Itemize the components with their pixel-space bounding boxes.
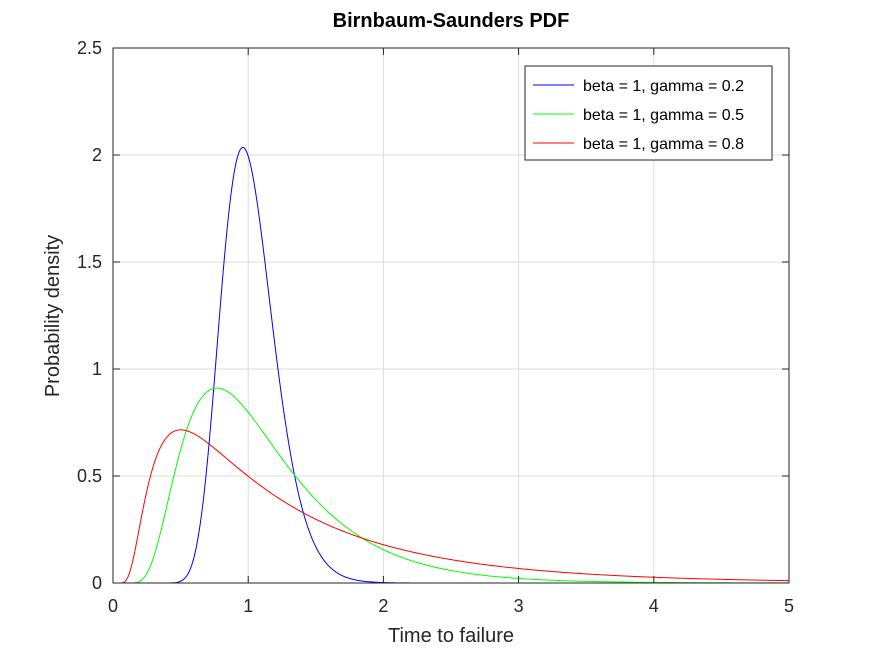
x-tick-label: 3 bbox=[514, 596, 524, 616]
y-tick-label: 2.5 bbox=[77, 38, 102, 58]
y-tick-label: 1 bbox=[92, 359, 102, 379]
y-tick-label: 0 bbox=[92, 573, 102, 593]
legend-box bbox=[524, 65, 773, 161]
x-axis-label: Time to failure bbox=[388, 625, 514, 647]
x-tick-label: 0 bbox=[108, 596, 118, 616]
y-axis-label: Probability density bbox=[42, 235, 64, 397]
chart-title: Birnbaum-Saunders PDF bbox=[333, 10, 570, 32]
plot-frame bbox=[112, 47, 790, 584]
legend-label-3: beta = 1, gamma = 0.8 bbox=[583, 136, 744, 153]
y-tick-label: 0.5 bbox=[77, 466, 102, 486]
legend-label-1: beta = 1, gamma = 0.2 bbox=[583, 78, 744, 95]
x-tick-label: 1 bbox=[243, 596, 253, 616]
legend: beta = 1, gamma = 0.2 beta = 1, gamma = 0… bbox=[524, 65, 773, 161]
series-line-3 bbox=[115, 429, 790, 584]
x-tick-label: 5 bbox=[784, 596, 794, 616]
x-tick-label: 4 bbox=[649, 596, 659, 616]
y-tick-label: 2 bbox=[92, 145, 102, 165]
y-tick-label: 1.5 bbox=[77, 252, 102, 272]
x-tick-label: 2 bbox=[378, 596, 388, 616]
ticks: 0 1 2 3 4 5 0 0.5 1 1.5 2 2.5 bbox=[77, 38, 794, 616]
legend-label-2: beta = 1, gamma = 0.5 bbox=[583, 107, 744, 124]
